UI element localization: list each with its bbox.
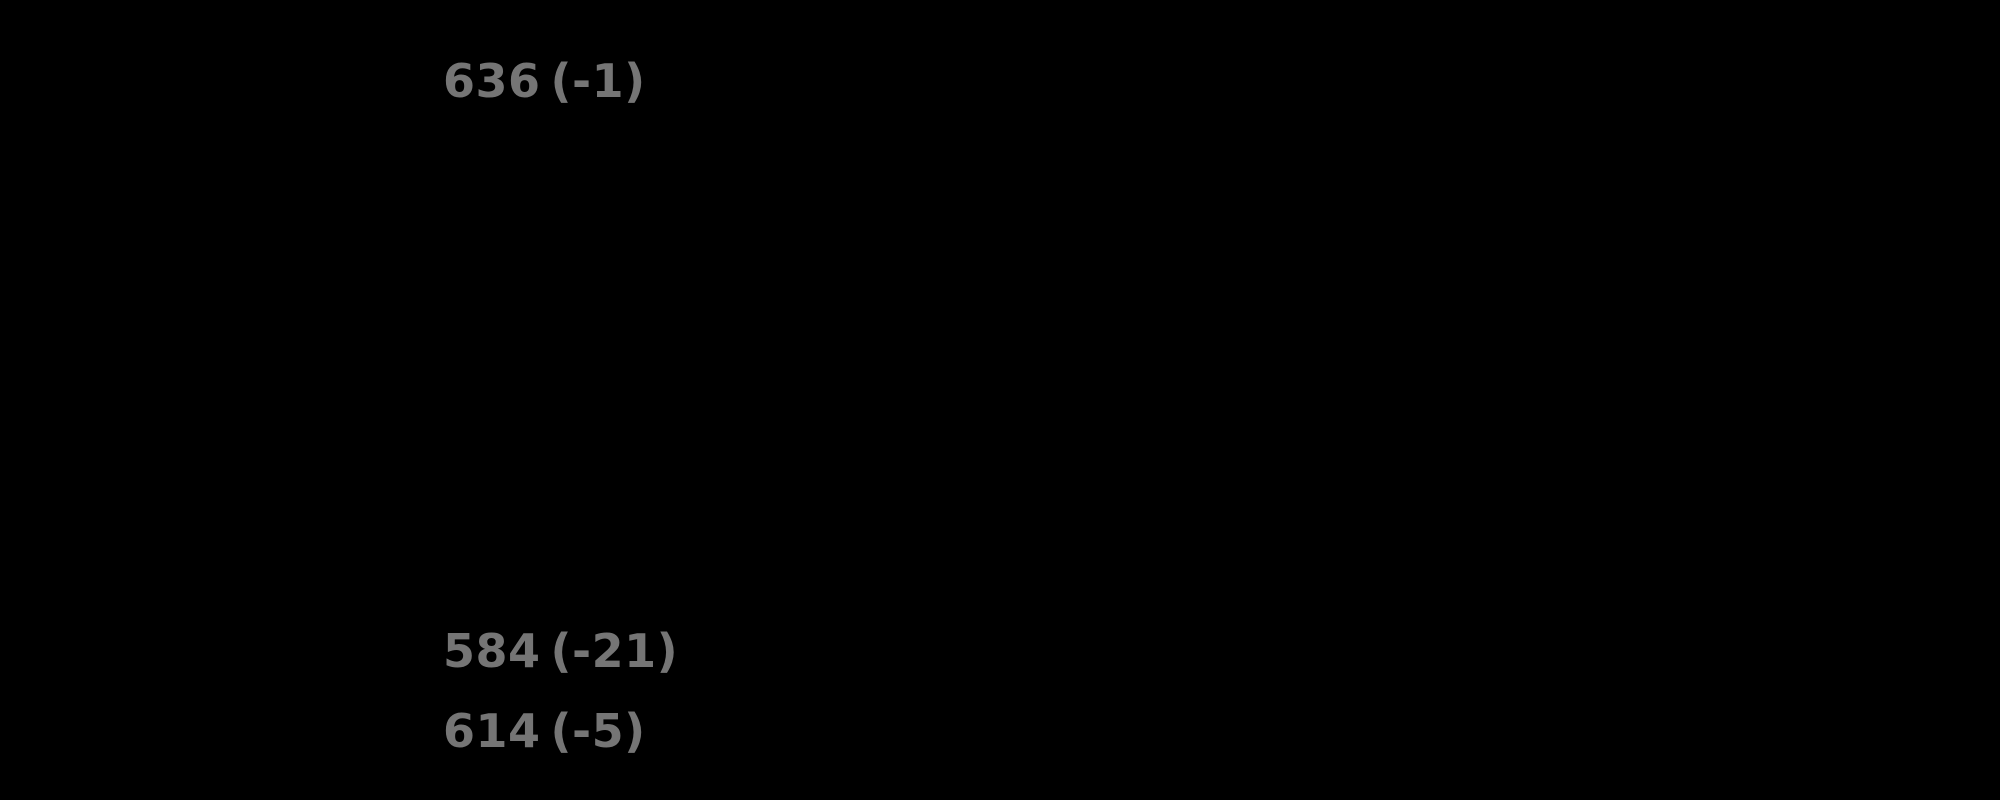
score-annotation: 636 (-1) (443, 58, 646, 104)
score-delta: (-1) (550, 54, 646, 108)
score-value: 636 (443, 54, 541, 108)
score-delta: (-21) (550, 624, 679, 678)
score-annotation: 614 (-5) (443, 708, 646, 754)
score-value: 584 (443, 624, 541, 678)
score-annotation: 584 (-21) (443, 628, 678, 674)
score-delta: (-5) (550, 704, 646, 758)
score-value: 614 (443, 704, 541, 758)
